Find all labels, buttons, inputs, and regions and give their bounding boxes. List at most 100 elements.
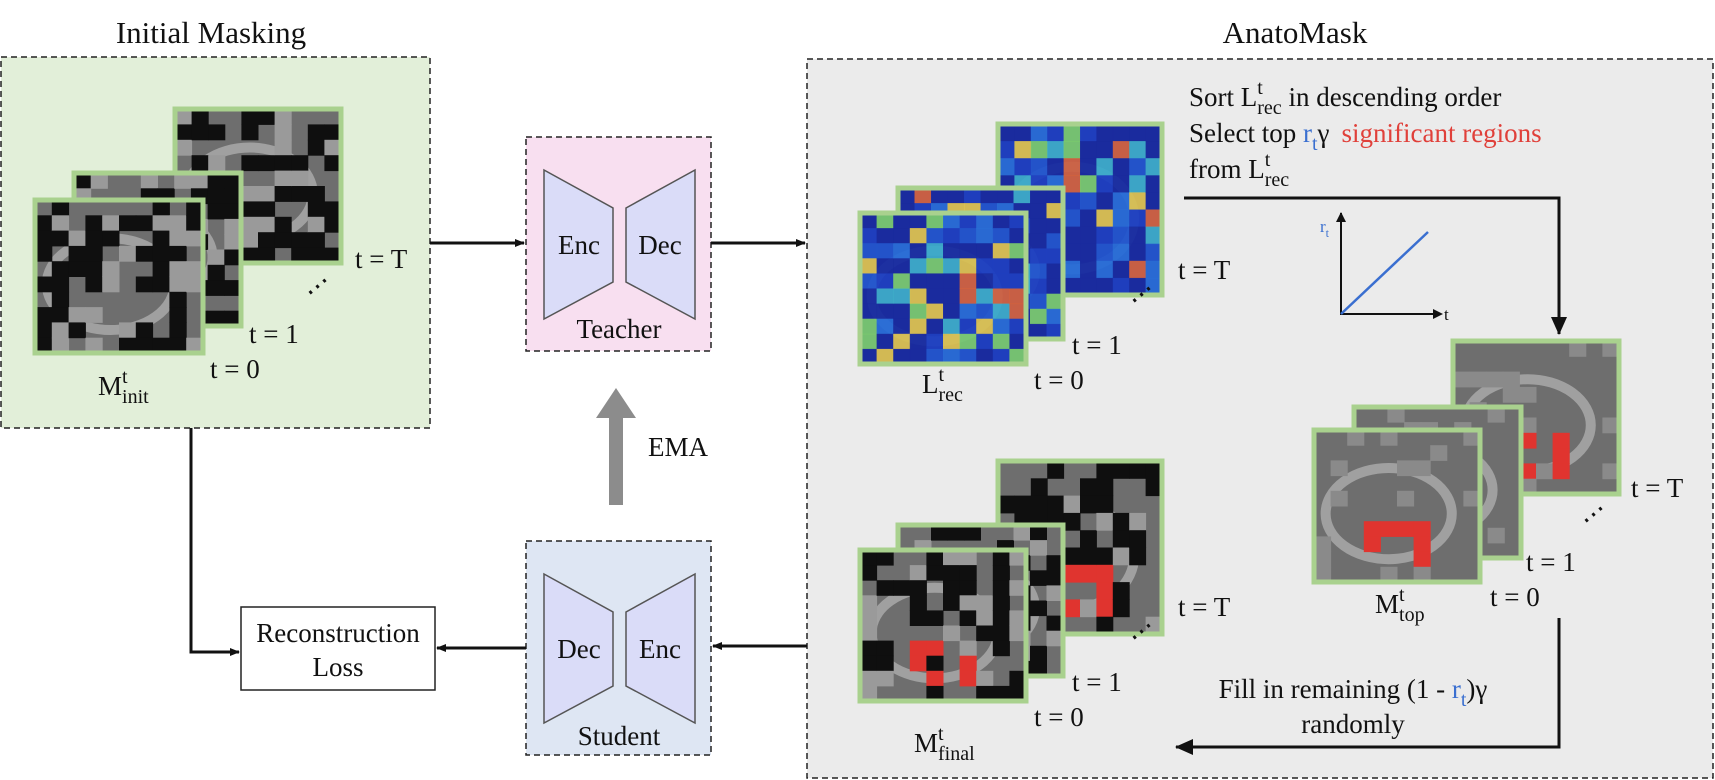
scan-cell	[51, 307, 70, 323]
scan-cell	[241, 109, 259, 125]
scan-cell	[1009, 303, 1027, 320]
scan-cell	[909, 273, 927, 289]
scan-cell	[1063, 243, 1081, 262]
scan-cell	[1552, 463, 1570, 480]
scan-cell	[1080, 243, 1097, 262]
step-label: t = 0	[1034, 702, 1084, 732]
scan-cell	[1112, 158, 1130, 176]
scan-cell	[1145, 277, 1163, 296]
scan-cell	[51, 230, 70, 247]
scan-cell	[1519, 432, 1537, 449]
scan-cell	[307, 186, 325, 202]
scan-cell	[959, 228, 977, 244]
scan-cell	[976, 228, 994, 244]
scan-cell	[85, 215, 103, 232]
enc-label: Enc	[558, 230, 600, 260]
scan-anatomy	[1320, 462, 1457, 565]
math-sub: init	[122, 386, 149, 408]
scan-cell	[1080, 175, 1097, 193]
scan-cell	[931, 188, 948, 204]
scan-cell	[964, 188, 981, 204]
math-base: L	[1248, 154, 1265, 184]
scan-cell	[1080, 124, 1097, 142]
scan-cell	[876, 640, 894, 657]
scan-cell	[992, 303, 1010, 320]
scan-cell	[169, 261, 187, 277]
scan-cell	[976, 303, 994, 320]
scan-cell	[1030, 308, 1047, 325]
fill-text: Fill in remaining (1 - rt)γ	[1219, 674, 1488, 711]
scan-cell	[1397, 490, 1415, 507]
scan-cell	[992, 640, 1010, 657]
scan-cell	[909, 288, 927, 305]
scan-cell	[35, 276, 53, 293]
scan-cell	[976, 595, 994, 611]
scan-cell	[1519, 478, 1537, 495]
scan-cell	[207, 249, 225, 266]
scan-cell	[1080, 599, 1097, 618]
scan-cell	[1080, 530, 1097, 548]
scan-cell	[909, 228, 927, 244]
scan-cell	[959, 303, 977, 320]
scan-border	[1311, 427, 1483, 585]
arrow	[1184, 196, 1567, 335]
scan-cell	[241, 232, 259, 249]
scan-cell	[1080, 158, 1097, 176]
scan-cell	[998, 141, 1015, 159]
scan-cell	[992, 685, 1010, 702]
scan-cell	[943, 273, 961, 289]
scan-cell	[959, 655, 977, 672]
scan-cell	[876, 580, 894, 596]
scan-cell	[135, 215, 154, 232]
scan-cell	[152, 337, 170, 354]
scan-cell	[943, 348, 961, 365]
scan-cell	[1030, 263, 1047, 280]
scan-cell	[860, 243, 878, 259]
math-base: M	[98, 371, 122, 401]
scan-cell	[1063, 158, 1081, 176]
scan-cell	[119, 215, 137, 232]
scan-cell	[1046, 570, 1064, 586]
scan-cell	[51, 215, 70, 232]
scan-cell	[241, 155, 259, 172]
scan-cell	[207, 280, 225, 296]
scan-cell	[1009, 550, 1027, 566]
scan-cell	[893, 318, 911, 335]
scan-cell	[258, 186, 276, 202]
scan-cell	[102, 261, 120, 277]
scan-cell	[893, 348, 911, 365]
scan-cell	[1046, 203, 1064, 219]
scan-cell	[1030, 660, 1047, 677]
math-sup: t	[1399, 584, 1405, 606]
scan-cell	[992, 565, 1010, 581]
scan-cell	[241, 186, 259, 202]
step-label: t = 1	[1526, 547, 1576, 577]
scan-cell	[860, 273, 878, 289]
scan-cell	[74, 173, 92, 189]
scan-cell	[1046, 630, 1064, 647]
scan-cell	[85, 276, 103, 293]
scan-cell	[224, 218, 242, 235]
scan-cell	[1430, 445, 1448, 461]
scan-cell	[1096, 277, 1114, 296]
scan-cell	[992, 348, 1010, 365]
scan-cell	[1502, 386, 1520, 403]
scan-cell	[943, 565, 961, 581]
scan-cell	[1112, 192, 1130, 210]
scan-cell	[224, 249, 242, 266]
scan-cell	[207, 264, 225, 281]
scan-cell	[893, 273, 911, 289]
scan-cell	[307, 232, 325, 249]
scan-cell	[1145, 175, 1163, 193]
step-label: t = 1	[249, 319, 299, 349]
scan-cell	[998, 158, 1015, 176]
scan-cell	[1112, 277, 1130, 296]
scan-cell	[1096, 175, 1114, 193]
scan-cell	[1009, 610, 1027, 626]
scan-cell	[1096, 478, 1114, 497]
scan-cell	[258, 232, 276, 249]
scan-cell	[1519, 417, 1537, 434]
scan-cell	[51, 276, 70, 293]
scan-cell	[174, 173, 192, 189]
scan-cell	[169, 230, 187, 247]
